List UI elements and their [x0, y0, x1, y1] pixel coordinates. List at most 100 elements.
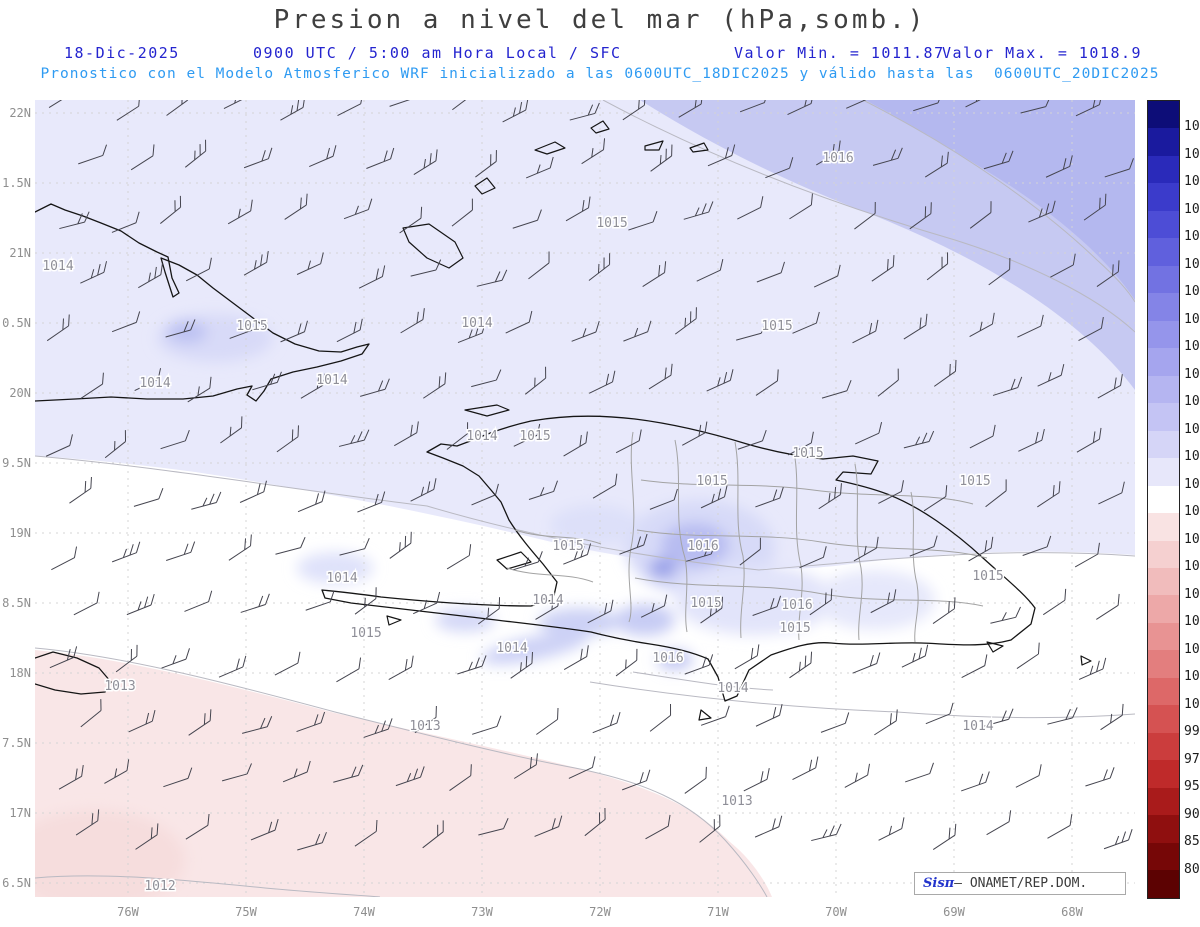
island-little-inagua	[474, 177, 496, 195]
wind-barb	[300, 373, 326, 399]
wind-barb	[111, 311, 141, 333]
lat-label: 17N	[9, 806, 31, 820]
lon-label: 72W	[589, 905, 611, 919]
wind-barb	[961, 771, 990, 792]
wind-barb	[588, 370, 616, 394]
wind-barb	[969, 424, 996, 449]
colorbar-label: 1013	[1184, 504, 1200, 520]
contour-1014	[35, 455, 1135, 571]
wind-barb	[846, 100, 874, 109]
wind-barb	[739, 537, 761, 566]
wind-barb	[184, 139, 207, 168]
wind-barb	[707, 144, 736, 167]
wind-barb	[983, 708, 1014, 727]
wind-barb	[296, 711, 326, 733]
colorbar-segment	[1148, 238, 1179, 266]
wind-barb	[126, 593, 155, 616]
wind-barb	[452, 100, 474, 111]
wind-barb	[130, 144, 155, 171]
wind-barb	[571, 320, 600, 342]
wind-barb	[457, 655, 487, 675]
wind-barb	[1037, 481, 1061, 508]
contour-label: 1014	[532, 593, 563, 608]
wind-barb	[414, 706, 437, 734]
wind-barb	[250, 819, 279, 841]
wind-barb	[852, 652, 881, 674]
wind-barb	[640, 594, 668, 618]
wind-barb	[69, 476, 92, 504]
wind-barb	[297, 831, 327, 851]
wind-barb	[933, 359, 957, 387]
wind-barb	[410, 478, 437, 502]
wind-barb	[280, 100, 306, 121]
colorbar-segment	[1148, 375, 1179, 404]
wind-barb	[111, 211, 140, 233]
wind-barb	[787, 100, 815, 116]
wind-barb	[337, 100, 364, 116]
wind-barb	[756, 261, 785, 283]
wind-barb	[684, 766, 707, 794]
wind-barb	[446, 544, 472, 570]
wind-barb	[587, 599, 614, 624]
wind-barb	[739, 100, 769, 113]
page-title: Presion a nivel del mar (hPa,somb.)	[273, 5, 927, 35]
wind-barb	[619, 533, 648, 555]
contour-label: 1016	[687, 539, 718, 554]
forecast-line: Pronostico con el Modelo Atmosferico WRF…	[40, 66, 1160, 82]
contour-1014-inner	[632, 671, 774, 691]
lon-label: 68W	[1061, 905, 1083, 919]
wind-barb	[682, 421, 708, 446]
wind-barb	[471, 483, 499, 506]
wind-barb	[48, 100, 73, 108]
wind-barb	[932, 597, 956, 624]
watermark: Sisπ– ONAMET/REP.DOM.	[914, 872, 1126, 895]
colorbar-label: 800	[1184, 861, 1200, 877]
wind-barb	[399, 206, 423, 234]
wind-barb	[905, 762, 934, 783]
colorbar-label: 1008	[1184, 586, 1200, 602]
wind-barb	[160, 429, 190, 450]
colorbar-segment	[1148, 485, 1179, 514]
wind-barb	[400, 308, 425, 334]
wind-barb	[535, 594, 560, 620]
lat-label: 9.5N	[2, 456, 31, 470]
wind-barb	[878, 817, 905, 841]
wind-barb	[339, 538, 370, 556]
wind-barb	[755, 369, 779, 396]
colorbar-label: 1025	[1184, 256, 1200, 272]
wind-barb	[1042, 588, 1067, 616]
pressure-shading	[35, 100, 1135, 897]
colorbar-label: 1016	[1184, 421, 1200, 437]
wind-barb	[1045, 155, 1073, 178]
wind-barb	[336, 318, 363, 343]
wind-barb	[305, 590, 335, 611]
contour-label: 1014	[42, 259, 73, 274]
wind-barb	[395, 766, 425, 787]
island-beata	[698, 709, 712, 721]
coastline-cuba	[35, 203, 370, 402]
province-boundaries	[506, 431, 988, 643]
contour-label: 1013	[721, 794, 752, 809]
wind-barb	[854, 201, 876, 230]
wind-barb	[1017, 314, 1044, 338]
colorbar-segment	[1148, 787, 1179, 816]
colorbar-label: 1015	[1184, 449, 1200, 465]
wind-barb	[628, 211, 658, 231]
contour-label: 1014	[717, 681, 748, 696]
wind-barb	[534, 815, 563, 837]
wind-barb	[913, 100, 943, 112]
wind-barb	[792, 756, 819, 780]
lat-label: 7.5N	[2, 736, 31, 750]
wind-barb	[874, 709, 898, 736]
pressure-contours	[35, 100, 1135, 897]
wind-barb	[816, 140, 841, 166]
lat-label: 1.5N	[2, 176, 31, 190]
wind-barb	[678, 100, 704, 118]
wind-barb	[284, 193, 308, 220]
island-mona	[1080, 655, 1092, 666]
wind-barb	[737, 429, 767, 450]
wind-barb	[965, 100, 992, 108]
colorbar-segment	[1148, 513, 1179, 541]
wind-barb	[878, 480, 904, 504]
lon-label: 69W	[943, 905, 965, 919]
